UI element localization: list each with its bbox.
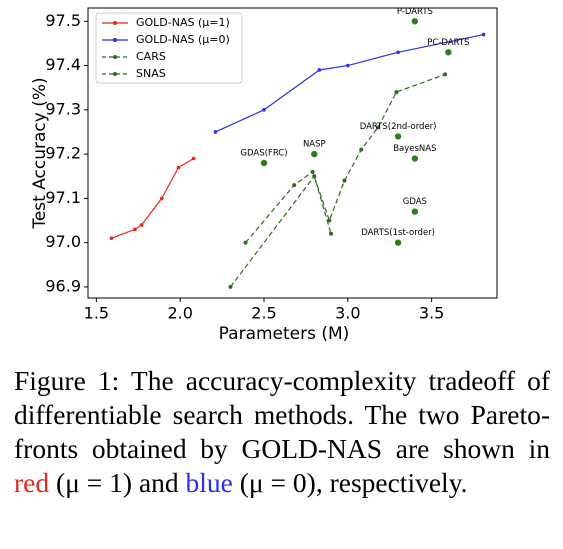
x-tick-label: 3.5	[419, 304, 444, 323]
series-marker	[243, 240, 248, 245]
series-marker	[394, 90, 399, 95]
method-label: DARTS(1st-order)	[361, 228, 435, 238]
method-point	[445, 49, 452, 56]
method-point	[394, 239, 402, 246]
series-marker	[329, 231, 334, 236]
x-tick-label: 3.0	[335, 304, 360, 323]
caption-text: blue	[185, 467, 233, 498]
series-marker	[191, 156, 196, 161]
legend-marker	[113, 21, 117, 25]
series-marker	[139, 223, 144, 227]
y-tick-label: 97.5	[45, 11, 81, 30]
method-point	[260, 159, 268, 167]
caption-text: (μ = 0), respectively.	[232, 467, 468, 498]
legend-label: SNAS	[136, 67, 166, 80]
method-point	[411, 208, 419, 215]
y-tick-label: 97.4	[45, 55, 81, 74]
y-tick-label: 97.3	[45, 99, 81, 118]
chart: Parameters (M) Test Accuracy (%) 1.5 2.0 2…	[30, 7, 498, 344]
series-marker	[228, 284, 233, 289]
caption-text: Figure 1: The accuracy-complexity tradeo…	[14, 365, 550, 464]
y-tick-label: 96.9	[45, 276, 81, 295]
series-marker	[346, 63, 350, 68]
x-axis-label: Parameters (M)	[219, 324, 350, 344]
series-marker	[342, 178, 347, 183]
plot-frame	[87, 7, 498, 299]
series-marker	[481, 32, 486, 37]
x-tick-label: 2.5	[251, 304, 276, 323]
y-tick-label: 97.1	[45, 188, 81, 207]
series-line	[111, 158, 194, 239]
series-marker	[292, 183, 297, 188]
series-marker	[109, 236, 114, 241]
series-marker	[317, 68, 322, 72]
series-marker	[133, 227, 137, 232]
series-marker	[310, 169, 315, 174]
method-point	[411, 18, 419, 25]
legend-box	[95, 12, 243, 84]
series-marker	[262, 108, 266, 112]
caption-text: (μ = 1) and	[49, 467, 186, 498]
method-label: DARTS(2nd-order)	[360, 122, 437, 132]
series-marker	[213, 130, 218, 134]
series-marker	[159, 196, 164, 201]
series-marker	[176, 165, 181, 170]
series-marker	[312, 174, 317, 179]
legend-label: GOLD-NAS (μ=1)	[136, 16, 230, 29]
legend-marker	[113, 38, 117, 42]
method-label: GDAS	[403, 197, 427, 207]
method-label: PC-DARTS	[427, 38, 469, 48]
x-tick-label: 1.5	[84, 304, 109, 323]
y-tick-label: 97.2	[45, 144, 81, 163]
method-point	[394, 133, 402, 140]
method-label: P-DARTS	[397, 7, 433, 17]
series-line	[230, 174, 332, 288]
x-tick-label: 2.0	[167, 304, 192, 323]
method-point	[311, 150, 318, 158]
y-tick-label: 97.0	[45, 232, 81, 251]
series-marker	[396, 50, 400, 55]
series-line	[215, 33, 484, 133]
method-label: GDAS(FRC)	[240, 148, 287, 158]
legend: GOLD-NAS (μ=1) GOLD-NAS (μ=0) CARS SNAS	[95, 12, 243, 84]
caption: Figure 1: The accuracy-complexity tradeo…	[14, 364, 550, 500]
series-marker	[375, 125, 380, 130]
method-label: BayesNAS	[393, 144, 436, 154]
series-marker	[443, 72, 448, 77]
legend-label: GOLD-NAS (μ=0)	[136, 33, 230, 46]
y-axis-label: Test Accuracy (%)	[30, 77, 50, 229]
series-marker	[327, 218, 332, 223]
legend-marker	[113, 55, 117, 59]
legend-label: CARS	[136, 50, 166, 63]
series-marker	[359, 147, 364, 152]
caption-text: red	[14, 467, 50, 498]
legend-marker	[113, 72, 117, 76]
method-point	[411, 155, 419, 162]
method-label: NASP	[303, 140, 326, 150]
